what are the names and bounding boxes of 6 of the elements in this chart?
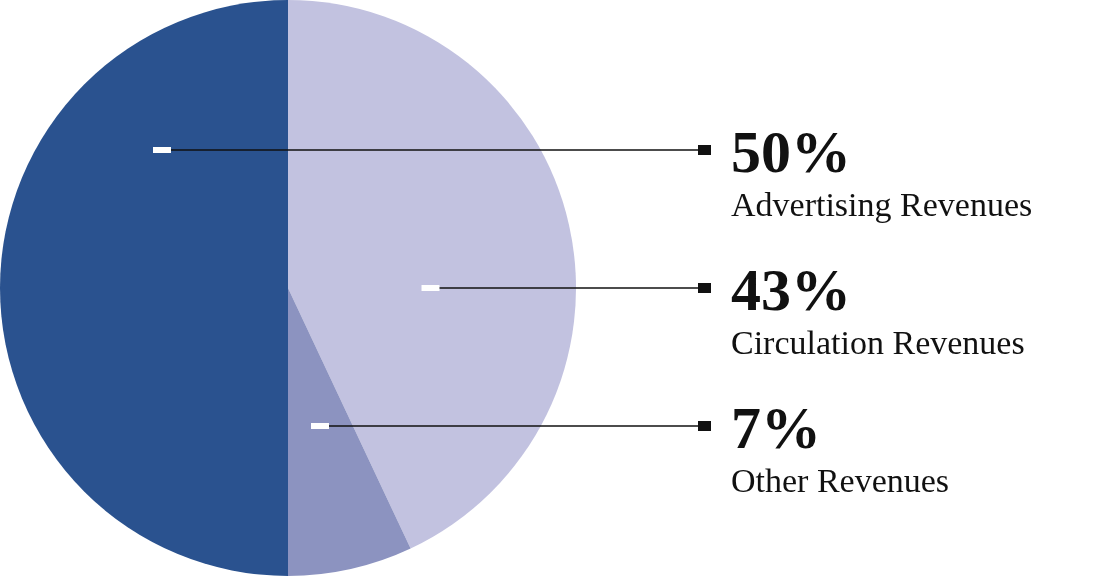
data-label: 43% [731,257,851,323]
data-label: 50% [731,119,851,185]
slice-label: Other Revenues [731,462,950,499]
data-label: 7% [731,395,821,461]
slice-label: Advertising Revenues [731,186,1033,223]
slice-label: Circulation Revenues [731,324,1025,361]
